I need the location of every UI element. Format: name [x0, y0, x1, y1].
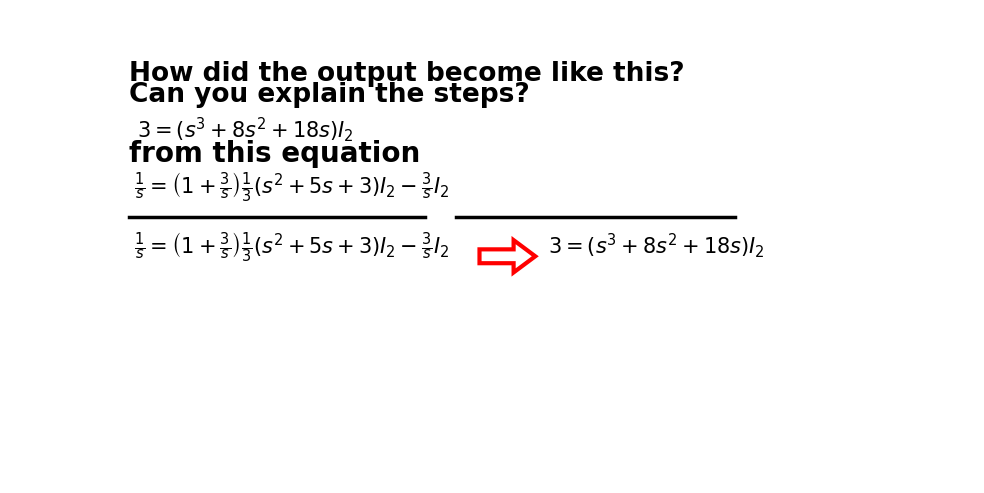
Text: $3 = (s^3 + 8s^2 + 18s)I_2$: $3 = (s^3 + 8s^2 + 18s)I_2$: [548, 231, 765, 260]
Text: Can you explain the steps?: Can you explain the steps?: [129, 82, 530, 108]
Text: $\frac{1}{s} = \left(1 + \frac{3}{s}\right)\frac{1}{3}(s^2 + 5s + 3)I_2 - \frac{: $\frac{1}{s} = \left(1 + \frac{3}{s}\rig…: [134, 231, 450, 265]
Text: How did the output become like this?: How did the output become like this?: [129, 62, 685, 87]
Text: from this equation: from this equation: [129, 140, 420, 168]
Polygon shape: [479, 240, 535, 273]
Text: $\frac{1}{s} = \left(1 + \frac{3}{s}\right)\frac{1}{3}(s^2 + 5s + 3)I_2 - \frac{: $\frac{1}{s} = \left(1 + \frac{3}{s}\rig…: [134, 171, 450, 205]
Text: $3 = (s^3 + 8s^2 + 18s)I_2$: $3 = (s^3 + 8s^2 + 18s)I_2$: [137, 115, 353, 144]
